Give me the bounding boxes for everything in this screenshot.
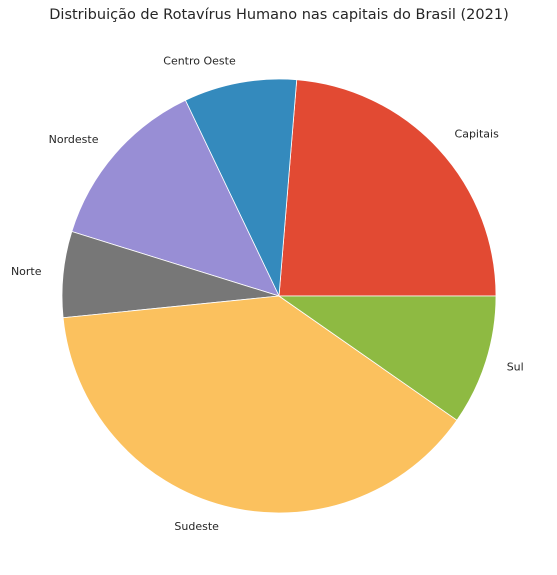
pie-label-nordeste: Nordeste [49, 133, 99, 146]
pie-slice-sul [277, 295, 497, 421]
pie-label-norte: Norte [11, 265, 42, 278]
chart-title: Distribuição de Rotavírus Humano nas cap… [49, 7, 509, 23]
pie-slice-centro-oeste [184, 78, 298, 298]
pie-slice-capitais [278, 79, 497, 297]
pie-labels: Capitais Centro Oeste Nordeste Norte Sudeste… [11, 54, 524, 533]
pie-label-capitais: Capitais [455, 127, 500, 140]
pie-slice-nordeste [71, 99, 280, 297]
pie-label-sudeste: Sudeste [174, 520, 219, 533]
pie-slices [61, 78, 497, 514]
pie-label-centro-oeste: Centro Oeste [163, 54, 236, 67]
pie-slice-sudeste [62, 295, 458, 514]
pie-label-sul: Sul [507, 361, 524, 374]
